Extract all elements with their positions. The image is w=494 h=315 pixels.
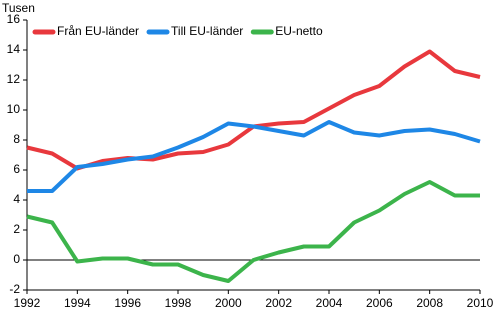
y-tick-label: 8 bbox=[13, 132, 20, 146]
legend-label: Från EU-länder bbox=[57, 24, 139, 38]
legend-label: EU-netto bbox=[275, 24, 323, 38]
y-tick-label: 2 bbox=[13, 222, 20, 236]
x-tick-label: 1996 bbox=[114, 296, 141, 310]
x-tick-label: 2004 bbox=[316, 296, 343, 310]
x-tick-label: 2002 bbox=[265, 296, 292, 310]
x-tick-label: 2010 bbox=[467, 296, 494, 310]
data-line bbox=[26, 49, 481, 171]
y-tick-label: 4 bbox=[13, 192, 20, 206]
y-tick-label: 14 bbox=[7, 42, 21, 56]
y-tick-label: -2 bbox=[9, 282, 20, 296]
x-tick-label: 2006 bbox=[366, 296, 393, 310]
y-axis-label: Tusen bbox=[2, 1, 35, 15]
x-tick-label: 1994 bbox=[64, 296, 91, 310]
y-tick-label: 0 bbox=[13, 252, 20, 266]
x-tick-label: 2008 bbox=[416, 296, 443, 310]
y-tick-label: 12 bbox=[7, 72, 21, 86]
y-tick-label: 6 bbox=[13, 162, 20, 176]
x-tick-label: 1992 bbox=[14, 296, 41, 310]
data-line bbox=[27, 120, 481, 193]
data-line bbox=[26, 180, 480, 283]
y-tick-label: 10 bbox=[7, 102, 21, 116]
y-tick-label: 16 bbox=[7, 12, 21, 26]
x-tick-label: 2000 bbox=[215, 296, 242, 310]
legend-label: Till EU-länder bbox=[171, 24, 243, 38]
x-tick-label: 1998 bbox=[165, 296, 192, 310]
